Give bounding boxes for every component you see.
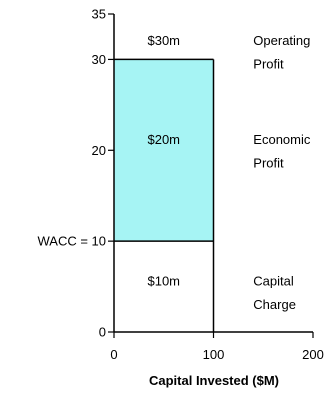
y-tick-label: 0 [99, 325, 106, 340]
y-tick-label: WACC = 10 [37, 234, 106, 249]
x-tick-label: 200 [302, 347, 324, 362]
annotation-label: Profit [253, 56, 284, 71]
y-tick-label: 20 [92, 143, 106, 158]
bars-layer [114, 58, 215, 332]
x-tick-label: 0 [110, 347, 117, 362]
annotation-label: Operating [253, 33, 310, 48]
annotation-label: Profit [253, 156, 284, 171]
axes: 0 WACC = 10 20 30 35 0 100 200 [37, 7, 323, 363]
annotation-label: Capital [253, 274, 294, 289]
annotations-layer: $30m $20m $10m Operating Profit Economic Profi… [147, 33, 310, 312]
annotation-label: Charge [253, 297, 296, 312]
x-axis-label: Capital Invested ($M) [149, 373, 279, 388]
y-tick-label: 35 [92, 7, 106, 22]
annotation-label: $30m [147, 33, 180, 48]
y-tick-label: 30 [92, 52, 106, 67]
annotation-label: Economic [253, 132, 311, 147]
bar-segment-capital-charge [114, 241, 214, 332]
bar-segment-economic-profit [114, 59, 214, 242]
annotation-label: $20m [147, 132, 180, 147]
x-tick-label: 100 [203, 347, 225, 362]
annotation-label: $10m [147, 274, 180, 289]
